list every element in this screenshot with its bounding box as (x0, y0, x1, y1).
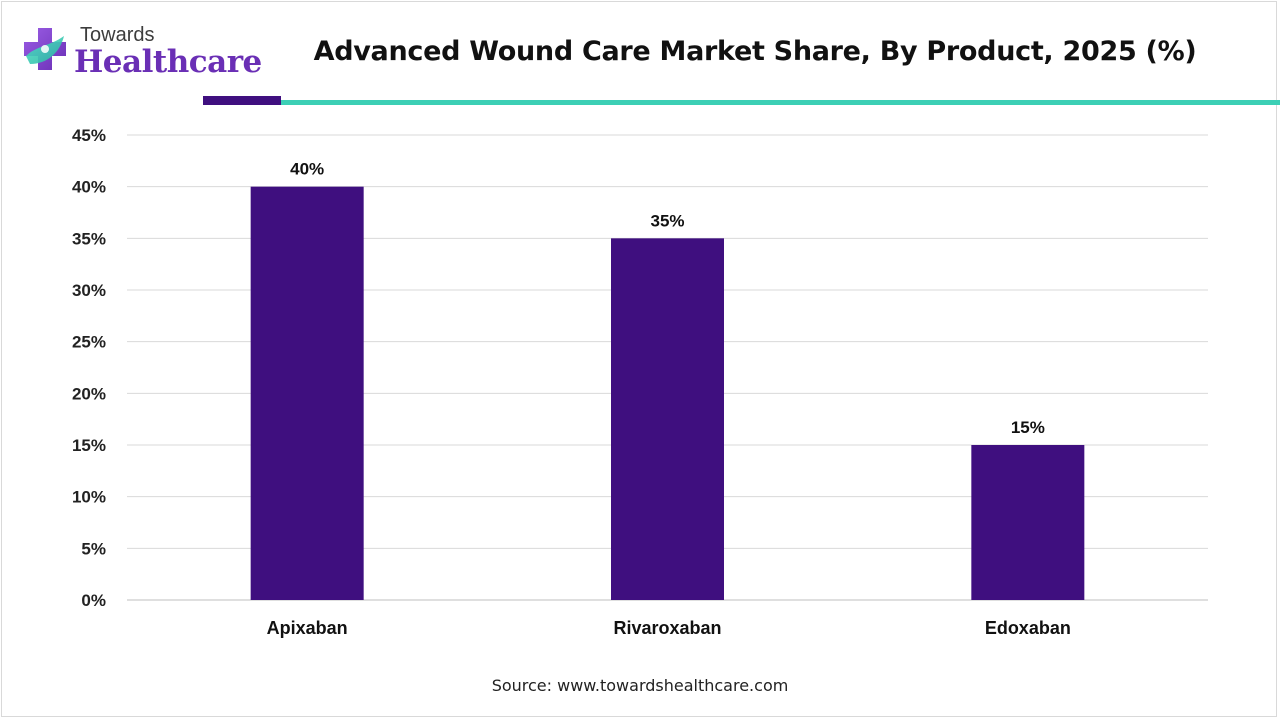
y-tick-label: 20% (72, 384, 106, 403)
y-tick-label: 25% (72, 333, 106, 352)
brand-logo: Towards Healthcare (20, 24, 262, 84)
bar (611, 238, 724, 601)
y-tick-label: 40% (72, 178, 106, 197)
data-label: 15% (1011, 418, 1045, 437)
source-note: Source: www.towardshealthcare.com (491, 676, 789, 695)
header-accent-bar-teal (281, 100, 1280, 105)
x-tick-label: Rivaroxaban (613, 618, 721, 638)
x-tick-label: Apixaban (267, 618, 348, 638)
medical-cross-icon (24, 28, 66, 70)
header-accent-bar-purple (203, 96, 281, 105)
y-tick-label: 0% (81, 591, 106, 610)
logo-text-towards: Towards (80, 24, 155, 46)
chart-title: Advanced Wound Care Market Share, By Pro… (313, 36, 1197, 67)
logo-text-healthcare: Healthcare (74, 44, 262, 80)
x-tick-label: Edoxaban (985, 618, 1071, 638)
y-tick-label: 30% (72, 281, 106, 300)
y-tick-label: 45% (72, 126, 106, 145)
y-tick-label: 5% (81, 539, 106, 558)
bar (971, 445, 1085, 600)
y-tick-label: 10% (72, 488, 106, 507)
data-label: 35% (650, 211, 684, 230)
y-tick-label: 15% (72, 436, 106, 455)
y-tick-label: 35% (72, 229, 106, 248)
data-label: 40% (290, 160, 324, 179)
bar (250, 186, 364, 600)
